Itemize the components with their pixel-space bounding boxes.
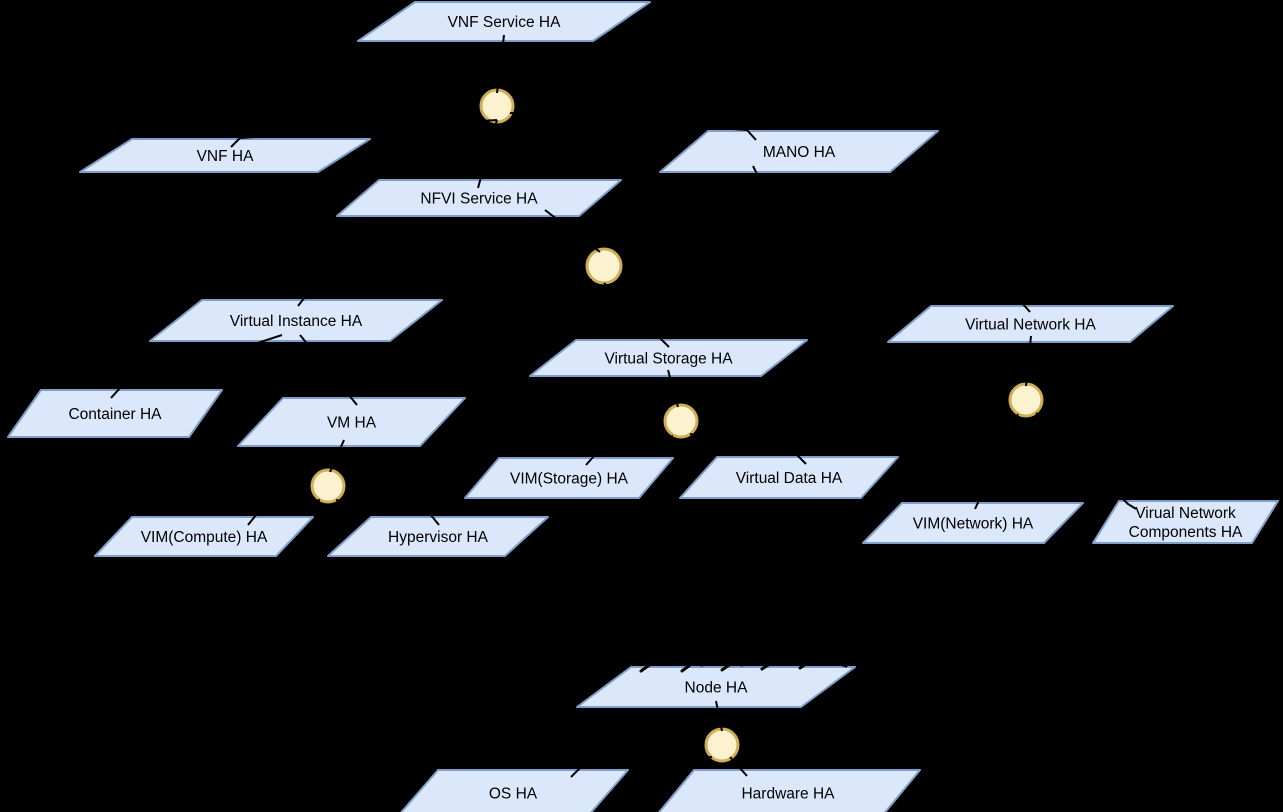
label-virtual-storage-ha: Virtual Storage HA [604, 351, 733, 368]
label-hypervisor-ha: Hypervisor HA [388, 529, 489, 546]
label-node-ha: Node HA [685, 680, 749, 697]
connector-node-ha-incoming-1 [639, 654, 704, 673]
connector-junction-virtual-network_to_vim-network-ha [974, 413, 1019, 510]
junction-virtual-instance-circle [310, 468, 346, 504]
label-vm-ha: VM HA [327, 415, 377, 432]
shape-hardware-ha [658, 769, 921, 812]
junction-virtual-storage-circle [663, 403, 699, 439]
connector-node-ha-incoming-2 [680, 654, 744, 673]
label-container-ha: Container HA [68, 406, 162, 423]
shape-virtual-network-ha [887, 305, 1174, 343]
label-virual-network-components-ha: Virual Network Components HA [1129, 505, 1243, 541]
junction-virtual-network-circle [1008, 382, 1044, 418]
connector-node-ha_to_junction-node [715, 700, 723, 732]
label-nfvi-service-ha: NFVI Service HA [420, 191, 538, 208]
connector-junction-top_to_nfvi-service-ha [477, 119, 498, 189]
shape-nfvi-service-ha [336, 179, 622, 217]
shape-mano-ha [659, 130, 939, 173]
connector-junction-top_to_vnf-ha [230, 119, 498, 148]
connector-junction-virtual-instance_to_hypervisor-ha [335, 499, 440, 526]
label-vim-network-ha: VIM(Network) HA [913, 516, 1034, 533]
label-virtual-data-ha: Virtual Data HA [736, 470, 843, 487]
connector-vm-ha_to_junction-virtual-instance [329, 439, 345, 473]
label-hardware-ha: Hardware HA [741, 786, 835, 803]
shape-container-ha [7, 389, 223, 438]
label-vnf-ha: VNF HA [197, 148, 255, 165]
connector-junction-virtual-instance_to_vim-compute-ha [247, 499, 321, 526]
shape-virual-network-components-ha [1092, 500, 1279, 544]
shape-vnf-ha [79, 138, 371, 173]
connector-junction-node_to_hardware-ha [729, 756, 748, 777]
shape-vm-ha [237, 397, 466, 447]
connector-virtual-instance-ha_to_container-ha [110, 334, 283, 399]
shape-virtual-storage-ha [529, 339, 808, 377]
connector-junction-virtual-network_to_components-ha [1035, 412, 1137, 510]
label-vim-compute-ha: VIM(Compute) HA [141, 529, 268, 546]
label-virtual-instance-ha: Virtual Instance HA [230, 313, 363, 330]
connector-node-ha-incoming-5 [798, 654, 848, 670]
connector-virtual-instance-ha_to_vm-ha [299, 334, 358, 406]
connector-virtual-network-ha_to_junction-virtual-network [1025, 335, 1032, 387]
shape-vim-network-ha [862, 502, 1084, 544]
label-vim-storage-ha: VIM(Storage) HA [510, 471, 629, 488]
connector-vnf-service-ha_to_junction-top [496, 34, 505, 94]
connector-node-ha-incoming-3 [720, 654, 784, 672]
connector-nfvi-service-ha_to_junction-nfvi [544, 209, 601, 253]
shape-virtual-data-ha [679, 456, 899, 499]
connector-junction-nfvi_to_virtual-instance-ha [297, 279, 593, 307]
label-vnf-service-ha: VNF Service HA [448, 14, 561, 31]
label-mano-ha: MANO HA [763, 144, 836, 161]
connector-junction-nfvi_to_virtual-network-ha [619, 274, 1031, 313]
connector-junction-virtual-storage_to_virtual-data-ha [689, 433, 807, 465]
label-os-ha: OS HA [489, 786, 538, 803]
connector-junction-virtual-storage_to_vim-storage-ha [585, 435, 674, 466]
shape-virtual-instance-ha [149, 299, 443, 342]
junction-top-circle [479, 88, 515, 124]
shape-node-ha [576, 666, 856, 708]
shape-vim-storage-ha [464, 457, 674, 499]
shape-vim-compute-ha [94, 516, 314, 557]
shape-os-ha [400, 769, 629, 812]
junction-nfvi-circle [585, 247, 623, 285]
connector-junction-top_to_mano-ha [509, 112, 757, 141]
shape-hypervisor-ha [327, 516, 549, 557]
connector-virtual-storage-ha_to_junction-virtual-storage [667, 369, 679, 408]
label-virtual-network-ha: Virtual Network HA [965, 317, 1096, 334]
connector-mano-ha_bottom_stub [752, 165, 763, 185]
shape-vnf-service-ha [357, 1, 651, 42]
connector-junction-node_to_os-ha [570, 756, 713, 778]
connector-junction-nfvi_to_virtual-storage-ha [603, 282, 670, 348]
